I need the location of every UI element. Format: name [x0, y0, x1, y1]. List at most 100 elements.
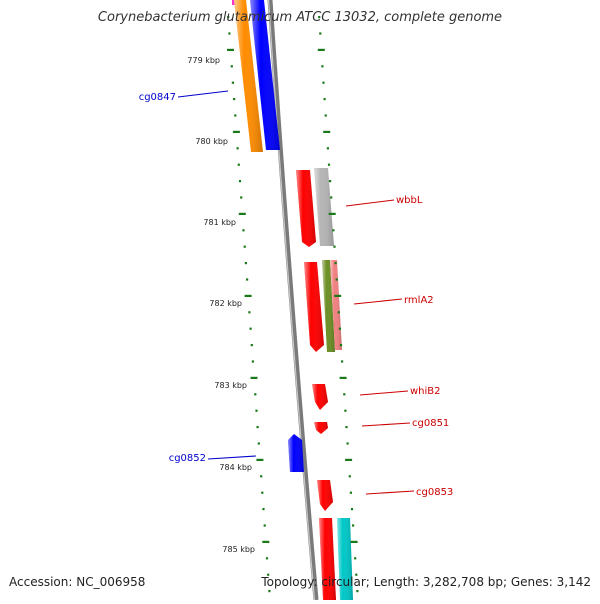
scale-tick — [263, 524, 266, 527]
gene-label-whiB2[interactable]: whiB2 — [410, 386, 441, 397]
gene-label-cg0853[interactable]: cg0853 — [416, 487, 453, 498]
scale-tick — [349, 491, 352, 494]
gene-cg0847-orange[interactable] — [234, 0, 263, 152]
scale-tick — [234, 114, 237, 117]
scale-tick — [249, 327, 252, 330]
kbp-tick-label: 781 kbp — [203, 218, 236, 227]
scale-tick — [341, 360, 344, 363]
scale-tick — [339, 344, 343, 347]
gene-rmlA2-pink[interactable] — [330, 260, 342, 350]
scale-tick — [262, 540, 270, 543]
scale-tick — [338, 327, 341, 330]
scale-tick — [339, 376, 347, 379]
scale-tick — [256, 458, 264, 461]
scale-tick — [323, 130, 331, 133]
accession-label: Accession: NC_006958 — [9, 575, 146, 589]
gene-label-cg0852[interactable]: cg0852 — [169, 453, 206, 464]
scale-tick — [321, 65, 324, 68]
scale-tick — [319, 32, 322, 35]
scale-tick — [354, 557, 357, 560]
tick-rails — [227, 16, 359, 593]
gene-wbbL-grey[interactable] — [314, 168, 334, 246]
scale-tick — [248, 311, 251, 314]
scale-tick — [260, 475, 263, 478]
scale-tick — [352, 524, 355, 527]
gene-label-cg0847[interactable]: cg0847 — [139, 92, 176, 103]
scale-tick — [246, 278, 249, 281]
scale-tick — [238, 212, 246, 215]
scale-tick — [345, 458, 353, 461]
kbp-tick-label: 784 kbp — [219, 463, 252, 472]
scale-tick — [227, 16, 230, 19]
scale-tick — [230, 65, 233, 68]
gene-cyan-bottom[interactable] — [337, 518, 353, 600]
scale-tick — [329, 180, 332, 183]
genome-title: Corynebacterium glutamicum ATCC 13032, c… — [97, 10, 503, 25]
scale-tick — [328, 212, 336, 215]
scale-tick — [237, 163, 240, 166]
scale-tick — [268, 590, 271, 593]
scale-tick — [267, 573, 270, 576]
scale-tick — [330, 196, 333, 199]
scale-tick — [236, 147, 239, 150]
scale-tick — [332, 229, 335, 232]
kbp-tick-label: 785 kbp — [222, 545, 255, 554]
gene-rmlA2-olive[interactable] — [322, 260, 335, 352]
gene-label-wbbL[interactable]: wbbL — [396, 195, 423, 206]
scale-tick — [323, 98, 326, 101]
scale-tick — [317, 48, 325, 51]
scale-tick — [326, 147, 329, 150]
topology-label: Topology: circular; Length: 3,282,708 bp… — [261, 575, 591, 589]
scale-tick — [337, 311, 340, 314]
kbp-tick-label: 783 kbp — [214, 381, 247, 390]
scale-tick — [240, 196, 243, 199]
genome-backbone — [267, 0, 319, 601]
kbp-tick-label: 780 kbp — [195, 137, 228, 146]
scale-tick — [232, 130, 240, 133]
scale-tick — [243, 245, 246, 248]
gene-cg0853[interactable] — [317, 480, 333, 511]
scale-tick — [242, 229, 245, 232]
scale-tick — [335, 278, 338, 281]
scale-tick — [255, 409, 258, 412]
gene-whiB2[interactable] — [312, 384, 328, 410]
scale-tick — [231, 81, 234, 84]
leader-whiB2 — [359, 390, 409, 396]
scale-tick — [318, 16, 321, 19]
gene-wbbL[interactable] — [296, 170, 316, 247]
scale-tick — [251, 360, 254, 363]
scale-tick — [261, 491, 264, 494]
scale-tick — [250, 376, 258, 379]
scale-tick — [256, 426, 259, 429]
scale-tick — [350, 508, 354, 511]
scale-tick — [346, 442, 349, 445]
scale-tick — [265, 557, 269, 560]
scale-tick — [244, 262, 247, 265]
leader-rmlA2 — [353, 298, 403, 305]
scale-tick — [355, 573, 358, 576]
gene-label-rmlA2[interactable]: rmlA2 — [404, 295, 434, 306]
gene-label-cg0851[interactable]: cg0851 — [412, 418, 449, 429]
scale-tick — [350, 540, 358, 543]
leader-cg0847 — [177, 90, 229, 98]
scale-tick — [344, 409, 347, 412]
scale-tick — [345, 426, 348, 429]
gene-rmlA2[interactable] — [304, 262, 324, 352]
kbp-tick-label: 779 kbp — [187, 56, 220, 65]
leader-cg0852 — [207, 455, 257, 460]
gene-red-bottom[interactable] — [319, 518, 336, 600]
genome-backbone-highlight — [267, 0, 316, 601]
scale-tick — [254, 393, 257, 396]
leader-cg0851 — [361, 422, 411, 427]
scale-tick — [334, 262, 337, 265]
kbp-tick-label: 782 kbp — [209, 299, 242, 308]
leader-wbbL — [345, 199, 395, 207]
gene-cg0852[interactable] — [288, 434, 304, 472]
scale-tick — [250, 344, 253, 347]
gene-cg0851[interactable] — [314, 422, 328, 434]
scale-tick — [343, 393, 346, 396]
scale-tick — [238, 180, 242, 183]
scale-tick — [257, 442, 260, 445]
leader-cg0853 — [365, 490, 415, 495]
gene-cg0847-blue[interactable] — [250, 0, 280, 150]
